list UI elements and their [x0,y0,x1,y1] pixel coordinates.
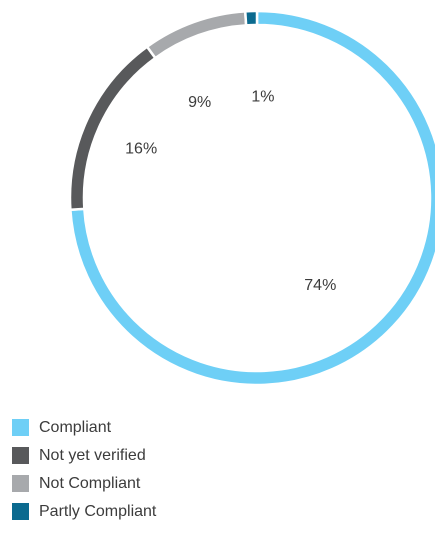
donut-slices [68,9,435,387]
slice-label-not-compliant: 9% [188,94,211,111]
slice-label-not-yet-verified: 16% [125,141,157,158]
chart-legend: Compliant Not yet verified Not Compliant Pa… [12,417,412,529]
legend-label-not-yet-verified: Not yet verified [39,447,146,464]
legend-swatch-compliant [12,419,29,436]
legend-item-compliant: Compliant [12,417,412,438]
legend-item-not-yet-verified: Not yet verified [12,445,412,466]
donut-slice-labels: 74% 16% 9% 1% [125,88,336,294]
slice-partly-compliant [243,9,259,27]
legend-label-compliant: Compliant [39,419,112,436]
legend-swatch-not-yet-verified [12,447,29,464]
legend-item-not-compliant: Not Compliant [12,473,412,494]
legend-swatch-not-compliant [12,475,29,492]
slice-not-yet-verified [68,44,158,212]
legend-label-not-compliant: Not Compliant [39,475,141,492]
donut-chart-svg: 74% 16% 9% 1% [68,9,435,387]
donut-chart: 74% 16% 9% 1% [68,9,435,387]
legend-swatch-partly-compliant [12,503,29,520]
legend-item-partly-compliant: Partly Compliant [12,501,412,522]
slice-label-compliant: 74% [304,277,336,294]
slice-label-partly-compliant: 1% [251,88,274,105]
slice-not-compliant [145,10,248,60]
legend-label-partly-compliant: Partly Compliant [39,503,157,520]
